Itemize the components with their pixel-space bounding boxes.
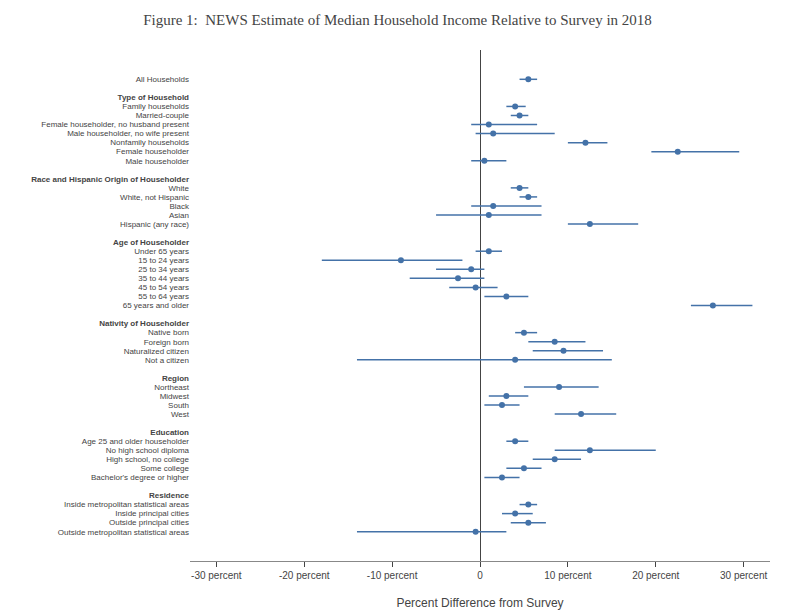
svg-text:15 to 24 years: 15 to 24 years (138, 256, 189, 265)
svg-text:Not a citizen: Not a citizen (145, 356, 189, 365)
svg-text:0: 0 (477, 570, 483, 581)
svg-text:Percent Difference from Survey: Percent Difference from Survey (396, 596, 563, 610)
svg-text:Married-couple: Married-couple (136, 111, 190, 120)
svg-text:Nonfamily households: Nonfamily households (110, 138, 189, 147)
svg-text:Type of Household: Type of Household (118, 93, 190, 102)
svg-text:Native born: Native born (148, 328, 189, 337)
svg-text:20 percent: 20 percent (632, 570, 679, 581)
svg-text:Age 25 and older householder: Age 25 and older householder (82, 437, 190, 446)
svg-text:Residence: Residence (149, 491, 190, 500)
svg-text:-10 percent: -10 percent (367, 570, 418, 581)
svg-text:Inside principal cities: Inside principal cities (115, 509, 189, 518)
svg-text:Education: Education (150, 428, 189, 437)
svg-text:10 percent: 10 percent (544, 570, 591, 581)
svg-text:Northeast: Northeast (154, 383, 189, 392)
svg-text:Outside metropolitan statistic: Outside metropolitan statistical areas (58, 528, 189, 537)
svg-text:South: South (168, 401, 189, 410)
svg-text:Outside principal cities: Outside principal cities (109, 518, 189, 527)
svg-text:Race and Hispanic Origin of Ho: Race and Hispanic Origin of Householder (31, 175, 189, 184)
svg-text:30 percent: 30 percent (720, 570, 767, 581)
svg-text:No high school diploma: No high school diploma (106, 446, 190, 455)
svg-text:65 years and older: 65 years and older (123, 301, 190, 310)
svg-text:Hispanic (any race): Hispanic (any race) (120, 220, 189, 229)
svg-text:Some college: Some college (141, 464, 190, 473)
svg-text:Bachelor's degree or higher: Bachelor's degree or higher (91, 473, 189, 482)
svg-text:-20 percent: -20 percent (279, 570, 330, 581)
svg-text:Nativity of Householder: Nativity of Householder (99, 319, 189, 328)
svg-text:Naturalized citizen: Naturalized citizen (124, 347, 189, 356)
svg-text:25 to 34 years: 25 to 34 years (138, 265, 189, 274)
svg-text:White, not Hispanic: White, not Hispanic (120, 193, 189, 202)
svg-text:-30 percent: -30 percent (191, 570, 242, 581)
svg-text:Inside metropolitan statistica: Inside metropolitan statistical areas (64, 500, 189, 509)
svg-text:Age of Householder: Age of Householder (113, 238, 189, 247)
svg-text:Black: Black (169, 202, 190, 211)
svg-text:55 to 64 years: 55 to 64 years (138, 292, 189, 301)
svg-text:Female householder, no husband: Female householder, no husband present (41, 120, 189, 129)
svg-text:Male householder, no wife pres: Male householder, no wife present (67, 129, 190, 138)
svg-text:35 to 44 years: 35 to 44 years (138, 274, 189, 283)
svg-text:Female householder: Female householder (116, 147, 189, 156)
svg-text:Foreign born: Foreign born (144, 337, 189, 346)
svg-text:Male householder: Male householder (125, 157, 189, 166)
svg-text:Asian: Asian (169, 211, 189, 220)
svg-text:Midwest: Midwest (160, 392, 190, 401)
svg-text:West: West (171, 410, 190, 419)
svg-text:Region: Region (162, 374, 189, 383)
svg-text:Figure 1: NEWS Estimate of Me: Figure 1: NEWS Estimate of Median Househ… (143, 12, 652, 28)
svg-text:All Households: All Households (136, 75, 189, 84)
svg-text:Under 65 years: Under 65 years (134, 247, 189, 256)
svg-text:45 to 54 years: 45 to 54 years (138, 283, 189, 292)
svg-text:White: White (169, 184, 190, 193)
svg-text:High school, no college: High school, no college (106, 455, 189, 464)
svg-text:Family households: Family households (122, 102, 189, 111)
